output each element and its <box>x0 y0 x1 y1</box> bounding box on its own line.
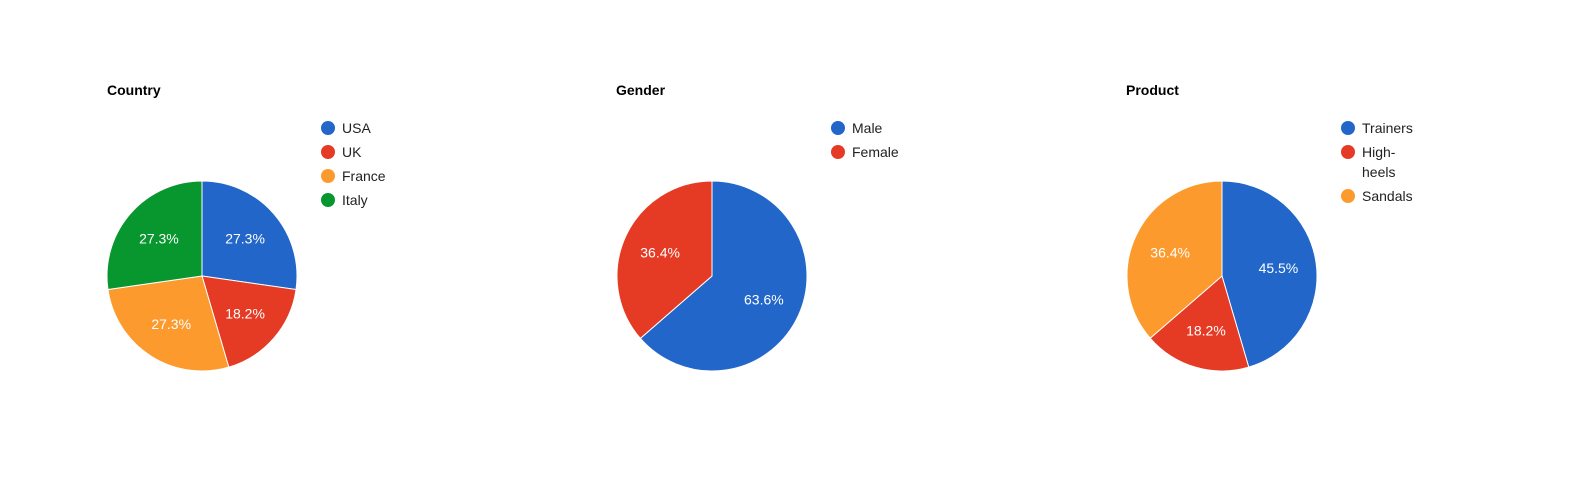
country-legend: USA UK France Italy <box>321 120 386 208</box>
gender-legend-swatch-male <box>831 121 845 135</box>
gender-value-label-female: 36.4% <box>640 244 680 260</box>
product-value-label-sandals: 36.4% <box>1150 244 1190 260</box>
product-legend-label-trainers: Trainers <box>1362 120 1413 136</box>
product-legend-swatch-sandals <box>1341 189 1355 203</box>
country-value-label-usa: 27.3% <box>225 231 265 247</box>
country-legend-item-uk[interactable]: UK <box>321 144 362 160</box>
country-legend-item-france[interactable]: France <box>321 168 386 184</box>
country-pie-slices <box>106 180 298 372</box>
gender-legend-item-male[interactable]: Male <box>831 120 883 136</box>
gender-legend: Male Female <box>831 120 899 160</box>
country-pie-value-labels: 27.3% 18.2% 27.3% 27.3% <box>139 231 265 332</box>
country-slice-usa[interactable] <box>201 180 298 291</box>
gender-legend-swatch-female <box>831 145 845 159</box>
country-value-label-uk: 18.2% <box>225 305 265 321</box>
gender-pie-slices <box>616 180 808 372</box>
product-value-label-high-heels: 18.2% <box>1186 323 1226 339</box>
country-legend-item-usa[interactable]: USA <box>321 120 371 136</box>
gender-slice-male[interactable] <box>639 180 808 372</box>
gender-legend-label-female: Female <box>852 144 899 160</box>
country-legend-label-uk: UK <box>342 144 362 160</box>
product-value-label-trainers: 45.5% <box>1259 260 1299 276</box>
product-legend-label-high-heels: High-heels <box>1362 144 1396 180</box>
product-slice-high-heels[interactable] <box>1149 275 1250 372</box>
country-legend-swatch-usa <box>321 121 335 135</box>
country-legend-swatch-italy <box>321 193 335 207</box>
product-legend-item-trainers[interactable]: Trainers <box>1341 120 1413 136</box>
country-slice-france[interactable] <box>107 275 230 372</box>
product-pie-chart: Product 45.5% 18.2% 36.4% Trainers High-hee… <box>1126 82 1413 372</box>
country-value-label-italy: 27.3% <box>139 231 179 247</box>
gender-value-label-male: 63.6% <box>744 292 784 308</box>
product-legend-label-line: heels <box>1362 164 1395 180</box>
gender-pie-value-labels: 63.6% 36.4% <box>640 244 783 307</box>
product-legend-item-high-heels[interactable]: High-heels <box>1341 144 1396 180</box>
country-legend-label-france: France <box>342 168 386 184</box>
gender-legend-label-male: Male <box>852 120 883 136</box>
country-value-label-france: 27.3% <box>151 316 191 332</box>
country-chart-title: Country <box>107 82 161 98</box>
country-pie-chart: Country 27.3% 18.2% 27.3% 27.3% USA UK France… <box>106 82 386 372</box>
product-pie-value-labels: 45.5% 18.2% 36.4% <box>1150 244 1298 338</box>
country-slice-uk[interactable] <box>201 275 297 368</box>
product-slice-trainers[interactable] <box>1221 180 1318 368</box>
product-legend-label-line: High- <box>1362 144 1396 160</box>
product-legend-label-sandals: Sandals <box>1362 188 1413 204</box>
country-slice-italy[interactable] <box>106 180 203 291</box>
gender-chart-title: Gender <box>616 82 666 98</box>
product-chart-title: Product <box>1126 82 1179 98</box>
product-pie-slices <box>1126 180 1318 372</box>
country-legend-label-italy: Italy <box>342 192 368 208</box>
product-slice-sandals[interactable] <box>1126 180 1223 339</box>
product-legend: Trainers High-heels Sandals <box>1341 120 1413 204</box>
country-legend-label-usa: USA <box>342 120 371 136</box>
product-legend-swatch-high-heels <box>1341 145 1355 159</box>
gender-pie-chart: Gender 63.6% 36.4% Male Female <box>616 82 899 372</box>
gender-slice-female[interactable] <box>616 180 713 340</box>
country-legend-item-italy[interactable]: Italy <box>321 192 368 208</box>
country-legend-swatch-uk <box>321 145 335 159</box>
product-legend-swatch-trainers <box>1341 121 1355 135</box>
product-legend-item-sandals[interactable]: Sandals <box>1341 188 1413 204</box>
gender-legend-item-female[interactable]: Female <box>831 144 899 160</box>
country-legend-swatch-france <box>321 169 335 183</box>
